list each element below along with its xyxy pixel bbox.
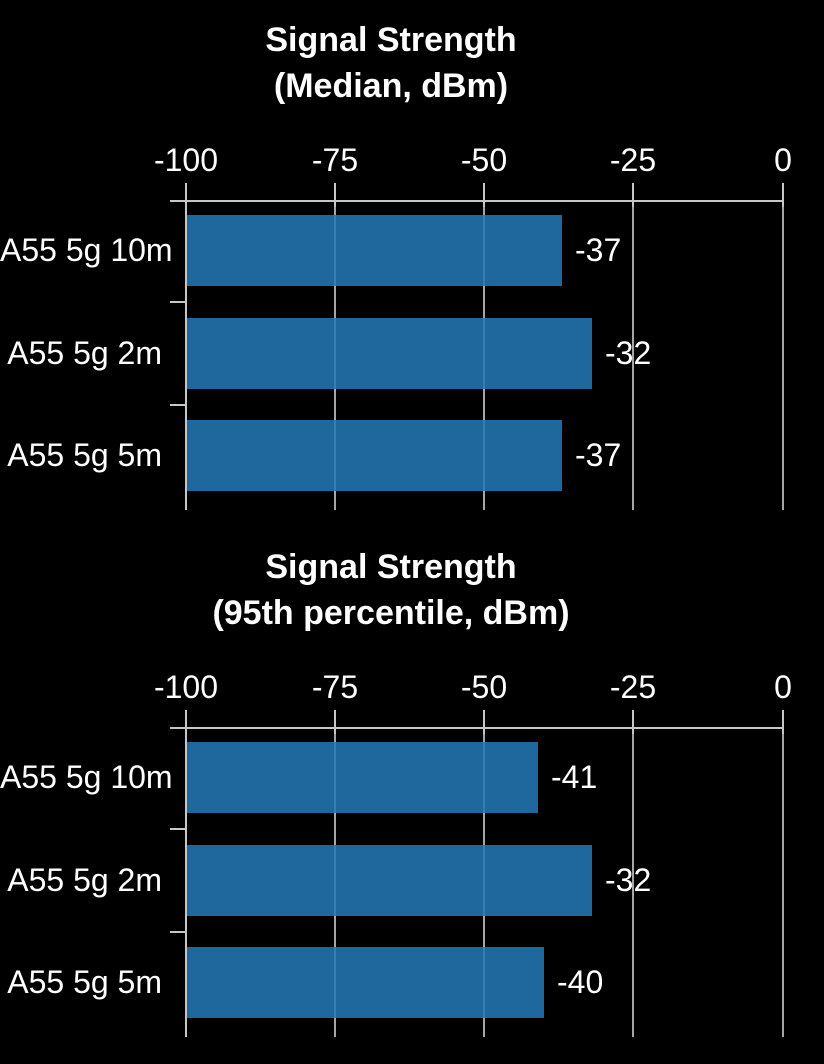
x-tick xyxy=(632,183,634,207)
x-tick xyxy=(483,183,485,207)
bar xyxy=(187,742,538,813)
plot-area: -100 -75 -50 -25 0 A55 5g 10m -41 A55 5g 2m -32 A… xyxy=(0,527,824,1064)
category-tick xyxy=(170,301,186,303)
category-tick xyxy=(170,931,186,933)
chart-signal-strength-median: Signal Strength (Median, dBm) -100 -75 -50… xyxy=(0,17,792,510)
x-tick-label: -75 xyxy=(311,142,359,178)
y-axis-line xyxy=(185,728,187,1037)
gridline xyxy=(632,728,634,1037)
x-tick-label: 0 xyxy=(774,142,792,178)
y-axis-line xyxy=(185,201,187,510)
category-label: A55 5g 10m xyxy=(0,232,173,268)
x-tick-label: -50 xyxy=(460,669,508,705)
gridline xyxy=(782,728,784,1037)
bar xyxy=(187,845,592,916)
chart-title-line1: Signal Strength xyxy=(265,548,517,586)
x-tick-label: -100 xyxy=(153,142,219,178)
gridline xyxy=(632,201,634,510)
chart-title: Signal Strength (Median, dBm) xyxy=(0,17,782,109)
x-tick xyxy=(632,710,634,734)
x-tick-label: -100 xyxy=(153,669,219,705)
x-tick-label: 0 xyxy=(774,669,792,705)
value-label: -41 xyxy=(551,759,598,795)
chart-title-line1: Signal Strength xyxy=(265,21,517,59)
value-label: -37 xyxy=(575,232,622,268)
plot-area: -100 -75 -50 -25 0 A55 5g 10m -37 A55 5g 2m -32 A… xyxy=(0,142,792,510)
x-tick-label: -25 xyxy=(609,142,657,178)
category-label: A55 5g 2m xyxy=(7,335,162,371)
bar xyxy=(187,947,544,1018)
value-label: -40 xyxy=(557,964,604,1000)
x-tick xyxy=(334,710,336,734)
bar xyxy=(187,420,562,491)
x-tick-label: -75 xyxy=(311,669,359,705)
x-tick xyxy=(483,710,485,734)
x-tick xyxy=(782,183,784,207)
x-tick xyxy=(185,183,187,207)
category-tick xyxy=(170,828,186,830)
x-tick-label: -50 xyxy=(460,142,508,178)
value-label: -32 xyxy=(605,862,652,898)
value-label: -32 xyxy=(605,335,652,371)
bar xyxy=(187,215,562,286)
category-label: A55 5g 5m xyxy=(7,964,162,1000)
chart-title-line2: (95th percentile, dBm) xyxy=(212,594,570,632)
x-axis-line xyxy=(170,727,784,729)
category-label: A55 5g 10m xyxy=(0,759,173,795)
x-tick xyxy=(185,710,187,734)
x-tick xyxy=(782,710,784,734)
bar xyxy=(187,318,592,389)
x-tick xyxy=(334,183,336,207)
gridline xyxy=(782,201,784,510)
chart-title: Signal Strength (95th percentile, dBm) xyxy=(0,544,782,636)
chart-signal-strength-95th-percentile: Signal Strength (95th percentile, dBm) -… xyxy=(0,527,824,1064)
value-label: -37 xyxy=(575,437,622,473)
x-axis-line xyxy=(170,200,784,202)
chart-title-line2: (Median, dBm) xyxy=(273,67,509,105)
category-label: A55 5g 2m xyxy=(7,862,162,898)
category-tick xyxy=(170,404,186,406)
x-tick-label: -25 xyxy=(609,669,657,705)
category-label: A55 5g 5m xyxy=(7,437,162,473)
